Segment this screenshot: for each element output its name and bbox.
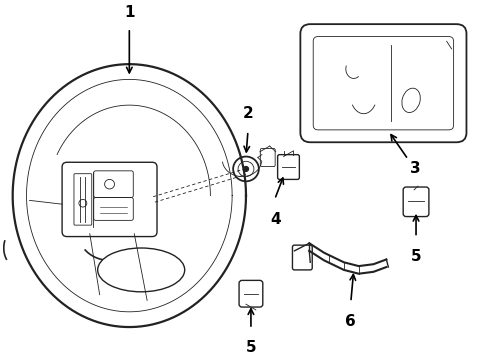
Text: 4: 4 [270,212,281,227]
Text: 1: 1 [124,5,135,20]
Text: 5: 5 [411,249,421,264]
Text: 2: 2 [243,106,253,121]
Circle shape [244,167,248,171]
Text: 5: 5 [245,341,256,355]
Text: 3: 3 [410,161,420,176]
Text: 6: 6 [345,314,356,329]
